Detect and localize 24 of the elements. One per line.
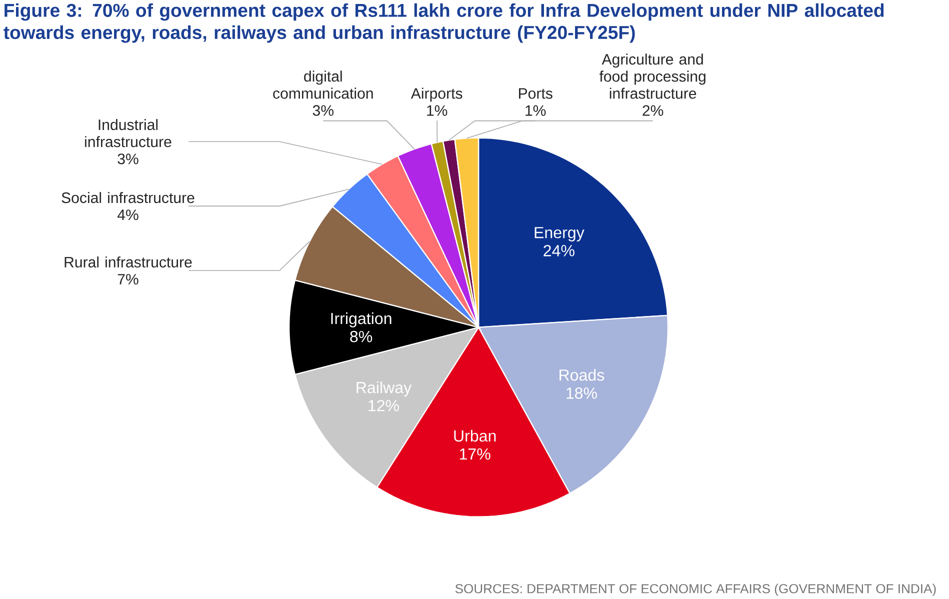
data-label: 1% bbox=[427, 105, 448, 116]
data-label: 8% bbox=[350, 330, 372, 342]
data-label: 3% bbox=[118, 153, 138, 164]
data-label: 4% bbox=[117, 209, 138, 220]
data-label: 1% bbox=[526, 105, 546, 116]
slice-label: Irrigation bbox=[331, 312, 392, 328]
slice-label: Agriculture and food processing infrastructure bbox=[599, 53, 706, 99]
slice-label: digital communication bbox=[273, 70, 373, 99]
slice-label: Rural infrastructure bbox=[64, 256, 192, 268]
data-label: 18% bbox=[566, 387, 597, 399]
data-label: 3% bbox=[312, 105, 334, 116]
data-label: 7% bbox=[118, 274, 138, 284]
chart-title: Figure 3: 70% of government capex of Rs111 lakh crore for Infra Development under NIP allocated towards energy, roads, railways and urban infrastructure (FY20-FY25F) bbox=[4, 3, 884, 43]
data-label: 17% bbox=[460, 448, 490, 460]
data-label: 24% bbox=[544, 244, 574, 256]
slice-label: Urban bbox=[454, 430, 496, 442]
source-note: SOURCES: DEPARTMENT OF ECONOMIC AFFAIRS (GOVERNMENT OF INDIA) bbox=[455, 584, 936, 596]
slice-label: Roads bbox=[560, 368, 604, 381]
slice-label: Energy bbox=[534, 226, 584, 242]
slice-label: Industrial infrastructure bbox=[85, 118, 172, 148]
slice-label: Social infrastructure bbox=[62, 192, 194, 203]
slice-label: Airports bbox=[410, 88, 462, 102]
slice-label: Ports bbox=[519, 88, 552, 99]
data-label: 2% bbox=[642, 105, 664, 116]
